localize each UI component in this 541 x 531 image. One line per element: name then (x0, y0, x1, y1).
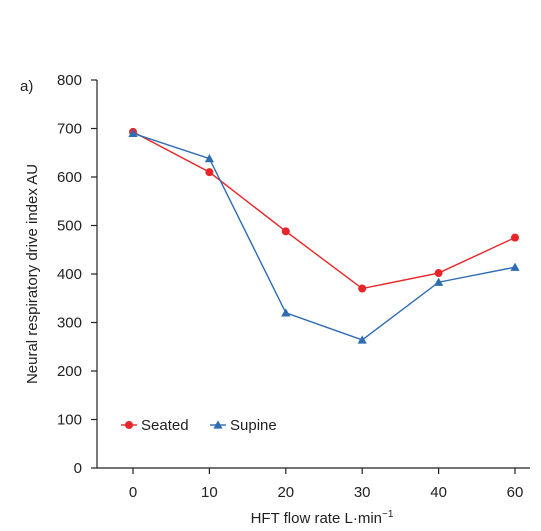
series-line-supine (132, 132, 516, 341)
legend-item-seated: Seated (121, 417, 189, 434)
x-tick-label: 10 (201, 484, 218, 501)
legend-item-supine: Supine (210, 417, 277, 434)
y-tick-label: 500 (57, 218, 82, 235)
x-tick-label: 60 (507, 484, 524, 501)
series-line-seated (132, 131, 516, 290)
x-tick-label: 0 (129, 484, 137, 501)
y-tick-label: 200 (57, 363, 82, 380)
data-point-supine (357, 335, 367, 344)
legend: Seated Supine (121, 417, 277, 434)
legend-marker-supine (213, 420, 223, 429)
data-point-supine (434, 277, 444, 286)
legend-label-supine: Supine (230, 417, 277, 434)
panel-label: a) (20, 78, 33, 95)
data-point-seated (205, 168, 214, 177)
x-axis-title: HFT flow rate L·min−1 (251, 509, 394, 527)
data-point-supine (204, 153, 214, 163)
series-supine (128, 128, 520, 344)
y-tick-label: 700 (57, 121, 82, 138)
y-tick-label: 800 (57, 72, 82, 89)
y-tick-label: 0 (74, 460, 82, 477)
y-axis-title: Neural respiratory drive index AU (24, 164, 41, 384)
x-axis-title-superscript: −1 (382, 509, 394, 520)
x-tick-label: 30 (354, 484, 371, 501)
data-point-seated (434, 269, 443, 278)
data-point-supine (510, 262, 520, 271)
y-axis: 0 100 200 300 400 500 600 700 800 (57, 72, 98, 477)
x-tick-label: 40 (430, 484, 447, 501)
y-tick-label: 300 (57, 315, 82, 332)
series-seated (129, 127, 519, 293)
y-tick-label: 100 (57, 412, 82, 429)
x-tick-label: 20 (277, 484, 294, 501)
y-tick-label: 600 (57, 169, 82, 186)
legend-marker-seated (125, 421, 133, 429)
x-axis: 0 10 20 30 40 60 (97, 467, 530, 501)
data-point-seated (511, 233, 519, 242)
y-tick-label: 400 (57, 266, 82, 283)
data-point-supine (128, 128, 138, 138)
data-point-seated (281, 227, 290, 236)
data-point-seated (358, 284, 367, 293)
x-axis-title-text: HFT flow rate L·min (251, 510, 382, 527)
series-layer (128, 127, 520, 344)
data-point-supine (281, 308, 291, 317)
legend-label-seated: Seated (141, 417, 189, 434)
